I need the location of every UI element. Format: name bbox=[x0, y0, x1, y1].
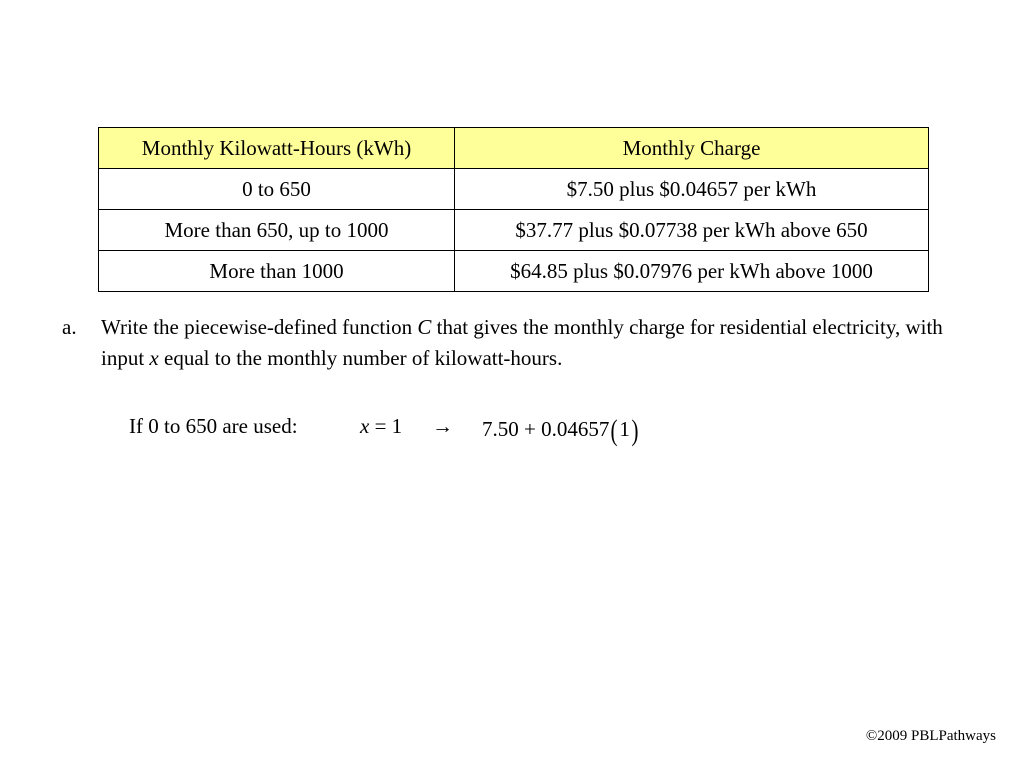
question-text: Write the piecewise-defined function C t… bbox=[101, 312, 982, 374]
table-row: More than 1000 $64.85 plus $0.07976 per … bbox=[98, 250, 929, 292]
table-row: 0 to 650 $7.50 plus $0.04657 per kWh bbox=[98, 168, 929, 210]
rate-table: Monthly Kilowatt-Hours (kWh) Monthly Cha… bbox=[98, 127, 929, 292]
work-label: If 0 to 650 are used: bbox=[129, 414, 298, 438]
table-cell-kwh: More than 1000 bbox=[98, 250, 455, 292]
table-cell-charge: $64.85 plus $0.07976 per kWh above 1000 bbox=[454, 250, 929, 292]
question-text-part: equal to the monthly number of kilowatt-… bbox=[158, 346, 563, 370]
table-cell-kwh: More than 650, up to 1000 bbox=[98, 209, 455, 251]
copyright-text: ©2009 PBLPathways bbox=[865, 728, 996, 744]
table-cell-charge: $7.50 plus $0.04657 per kWh bbox=[454, 168, 929, 210]
table-header-kwh: Monthly Kilowatt-Hours (kWh) bbox=[98, 127, 455, 169]
arrow-icon: → bbox=[432, 414, 453, 438]
equation-value: = 1 bbox=[369, 414, 403, 438]
variable-x: x bbox=[149, 346, 159, 370]
table-cell-kwh: 0 to 650 bbox=[98, 168, 455, 210]
open-paren: ( bbox=[610, 414, 618, 447]
question-letter: a. bbox=[62, 315, 77, 339]
equation-variable: x bbox=[360, 414, 370, 438]
variable-c: C bbox=[417, 315, 432, 339]
input-equation: x = 1 bbox=[360, 414, 402, 439]
question-text-part: that gives the monthly charge for reside… bbox=[101, 315, 943, 370]
table-row: More than 650, up to 1000 $37.77 plus $0… bbox=[98, 209, 929, 251]
question-a: a. Write the piecewise-defined function … bbox=[62, 312, 982, 374]
charge-expression: 7.50 + 0.04657(1) bbox=[482, 414, 640, 448]
table-header-charge: Monthly Charge bbox=[454, 127, 929, 169]
close-paren: ) bbox=[631, 414, 639, 447]
question-text-part: Write the piecewise-defined function bbox=[101, 315, 418, 339]
table-cell-charge: $37.77 plus $0.07738 per kWh above 650 bbox=[454, 209, 929, 251]
expression-input-value: 1 bbox=[619, 417, 630, 441]
table-header-row: Monthly Kilowatt-Hours (kWh) Monthly Cha… bbox=[98, 127, 929, 169]
expression-text: 7.50 + 0.04657 bbox=[482, 417, 610, 441]
